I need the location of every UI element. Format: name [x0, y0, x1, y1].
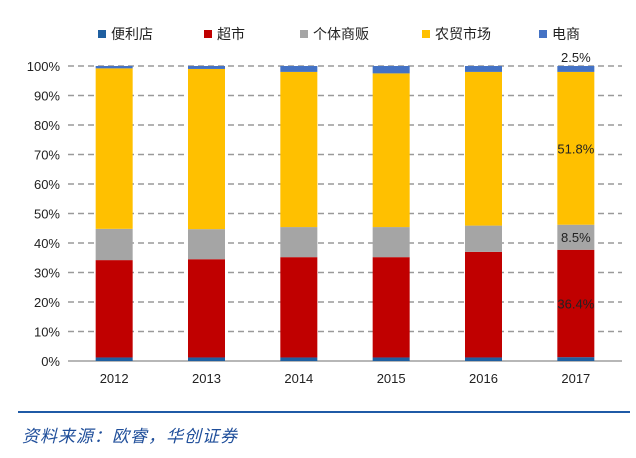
bar-segment-2013-便利店 — [188, 357, 225, 361]
y-tick-label: 0% — [41, 354, 60, 369]
bar-segment-2013-个体商贩 — [188, 229, 225, 260]
x-tick-label: 2014 — [284, 371, 313, 386]
source-divider — [18, 411, 630, 413]
y-tick-label: 60% — [34, 177, 60, 192]
legend-label: 个体商贩 — [313, 27, 369, 43]
y-tick-label: 10% — [34, 325, 60, 340]
legend-swatch — [539, 30, 547, 38]
bar-segment-2013-电商 — [188, 66, 225, 69]
bar-segment-2013-超市 — [188, 259, 225, 358]
bar-segment-2014-超市 — [280, 257, 318, 358]
legend-item: 个体商贩 — [300, 24, 369, 44]
x-tick-label: 2016 — [469, 371, 498, 386]
legend-item: 电商 — [539, 24, 580, 44]
bar-segment-2014-农贸市场 — [280, 71, 318, 228]
legend-swatch — [98, 30, 106, 38]
bar-segment-2012-便利店 — [95, 357, 133, 361]
bar-segment-2017-便利店 — [557, 357, 595, 361]
bar-segment-2017-个体商贩 — [557, 224, 595, 250]
bar-segment-2012-超市 — [95, 260, 133, 358]
bar-segment-2014-电商 — [280, 66, 318, 72]
bar-segment-2017-超市 — [557, 249, 595, 358]
y-tick-label: 40% — [34, 236, 60, 251]
y-tick-label: 50% — [34, 207, 60, 222]
legend: 便利店 超市 个体商贩 农贸市场 电商 — [0, 24, 636, 46]
y-tick-label: 20% — [34, 295, 60, 310]
legend-label: 超市 — [217, 27, 245, 43]
bar-segment-2014-个体商贩 — [280, 227, 318, 258]
stacked-bar-chart: 0% 10% 20% 30% 40% 50% 60% 70% 80% 90% 100% 2012 201… — [27, 50, 622, 386]
bar-segment-2016-电商 — [465, 66, 502, 72]
bar-segment-2012-电商 — [95, 66, 133, 69]
bar-segment-2014-便利店 — [280, 357, 318, 361]
legend-label: 便利店 — [111, 27, 153, 43]
legend-label: 农贸市场 — [435, 27, 491, 43]
bar-segment-2017-农贸市场 — [557, 71, 595, 225]
legend-swatch — [300, 30, 308, 38]
y-tick-label: 100% — [27, 59, 61, 74]
legend-item: 超市 — [204, 24, 245, 44]
y-tick-label: 90% — [34, 89, 60, 104]
bar-segment-2015-个体商贩 — [372, 227, 410, 258]
bar-segment-2015-电商 — [372, 66, 410, 74]
data-label-超市: 36.4% — [557, 296, 594, 311]
bar-segment-2016-超市 — [465, 251, 502, 358]
x-tick-label: 2017 — [561, 371, 590, 386]
data-label-个体商贩: 8.5% — [561, 230, 591, 245]
bar-segment-2012-个体商贩 — [95, 228, 133, 261]
x-tick-label: 2015 — [377, 371, 406, 386]
bar-segment-2013-农贸市场 — [188, 68, 225, 230]
legend-swatch — [422, 30, 430, 38]
data-label-农贸市场: 51.8% — [557, 141, 594, 156]
bar-segment-2015-农贸市场 — [372, 73, 410, 228]
legend-item: 农贸市场 — [422, 24, 491, 44]
y-tick-label: 70% — [34, 148, 60, 163]
source-note: 资料来源：欧睿，华创证券 — [22, 427, 238, 447]
x-tick-label: 2012 — [100, 371, 129, 386]
bar-segment-2016-农贸市场 — [465, 71, 502, 226]
bar-segment-2015-超市 — [372, 257, 410, 358]
bar-segment-2015-便利店 — [372, 357, 410, 361]
y-tick-label: 30% — [34, 266, 60, 281]
legend-label: 电商 — [552, 27, 580, 43]
x-tick-label: 2013 — [192, 371, 221, 386]
y-tick-label: 80% — [34, 118, 60, 133]
data-label-电商: 2.5% — [561, 50, 591, 65]
bar-segment-2017-电商 — [557, 66, 595, 72]
bar-segment-2016-便利店 — [465, 357, 502, 361]
bar-segment-2016-个体商贩 — [465, 225, 502, 252]
bar-segment-2012-农贸市场 — [95, 68, 133, 229]
legend-item: 便利店 — [98, 24, 153, 44]
legend-swatch — [204, 30, 212, 38]
